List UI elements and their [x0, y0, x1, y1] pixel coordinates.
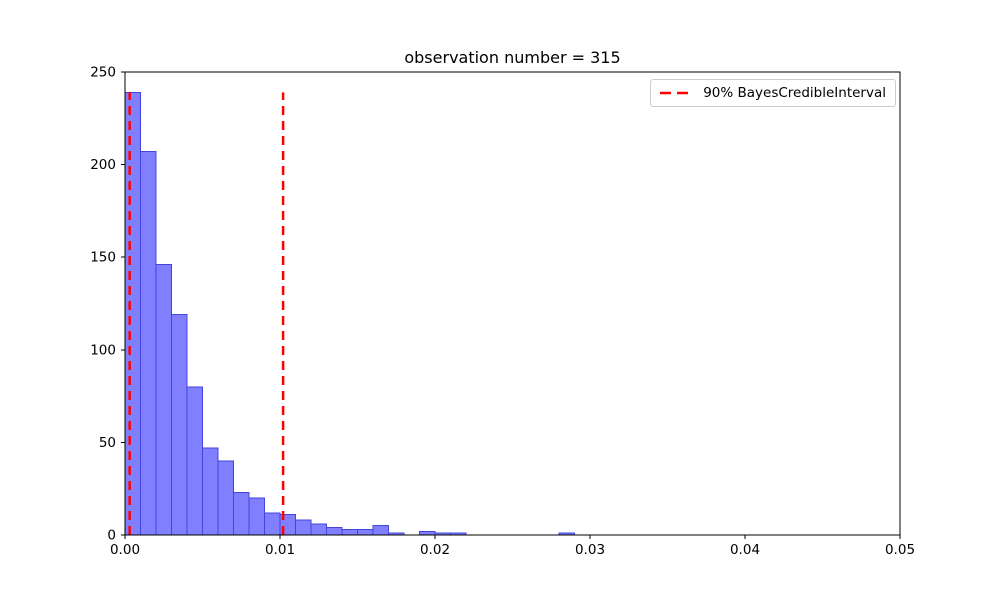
x-tick-label: 0.02 — [420, 542, 450, 558]
histogram-bar — [171, 314, 188, 536]
histogram-bar — [217, 460, 234, 536]
x-tick-label: 0.05 — [885, 542, 915, 558]
y-tick-label: 250 — [90, 65, 116, 81]
x-tick-label: 0.04 — [730, 542, 760, 558]
histogram-bar — [155, 264, 172, 536]
legend: 90% BayesCredibleInterval — [650, 79, 896, 107]
histogram-bar — [326, 527, 343, 536]
histogram-bar — [341, 528, 358, 536]
y-tick-label: 50 — [99, 435, 116, 451]
y-tick-label: 200 — [90, 157, 116, 173]
histogram-bar — [357, 528, 374, 536]
histogram-bar — [186, 386, 203, 536]
histogram-bar — [124, 91, 141, 536]
legend-label: 90% BayesCredibleInterval — [703, 85, 886, 101]
x-tick-label: 0.00 — [110, 542, 140, 558]
histogram-bar — [233, 491, 250, 536]
y-tick-label: 0 — [107, 528, 116, 544]
histogram-bar — [419, 530, 436, 536]
x-tick-label: 0.03 — [575, 542, 605, 558]
histogram-bar — [202, 447, 219, 536]
legend-dashed-line-icon — [660, 91, 695, 95]
histogram-bar — [372, 525, 389, 536]
histogram-bar — [295, 519, 312, 536]
histogram-bar — [264, 512, 281, 536]
histogram-bar — [310, 523, 327, 536]
chart-title: observation number = 315 — [404, 48, 621, 67]
y-tick-label: 150 — [90, 250, 116, 266]
histogram-bar — [140, 151, 157, 536]
y-tick-label: 100 — [90, 342, 116, 358]
axes-frame — [124, 71, 901, 536]
histogram-bar — [248, 497, 265, 536]
x-tick-label: 0.01 — [265, 542, 295, 558]
